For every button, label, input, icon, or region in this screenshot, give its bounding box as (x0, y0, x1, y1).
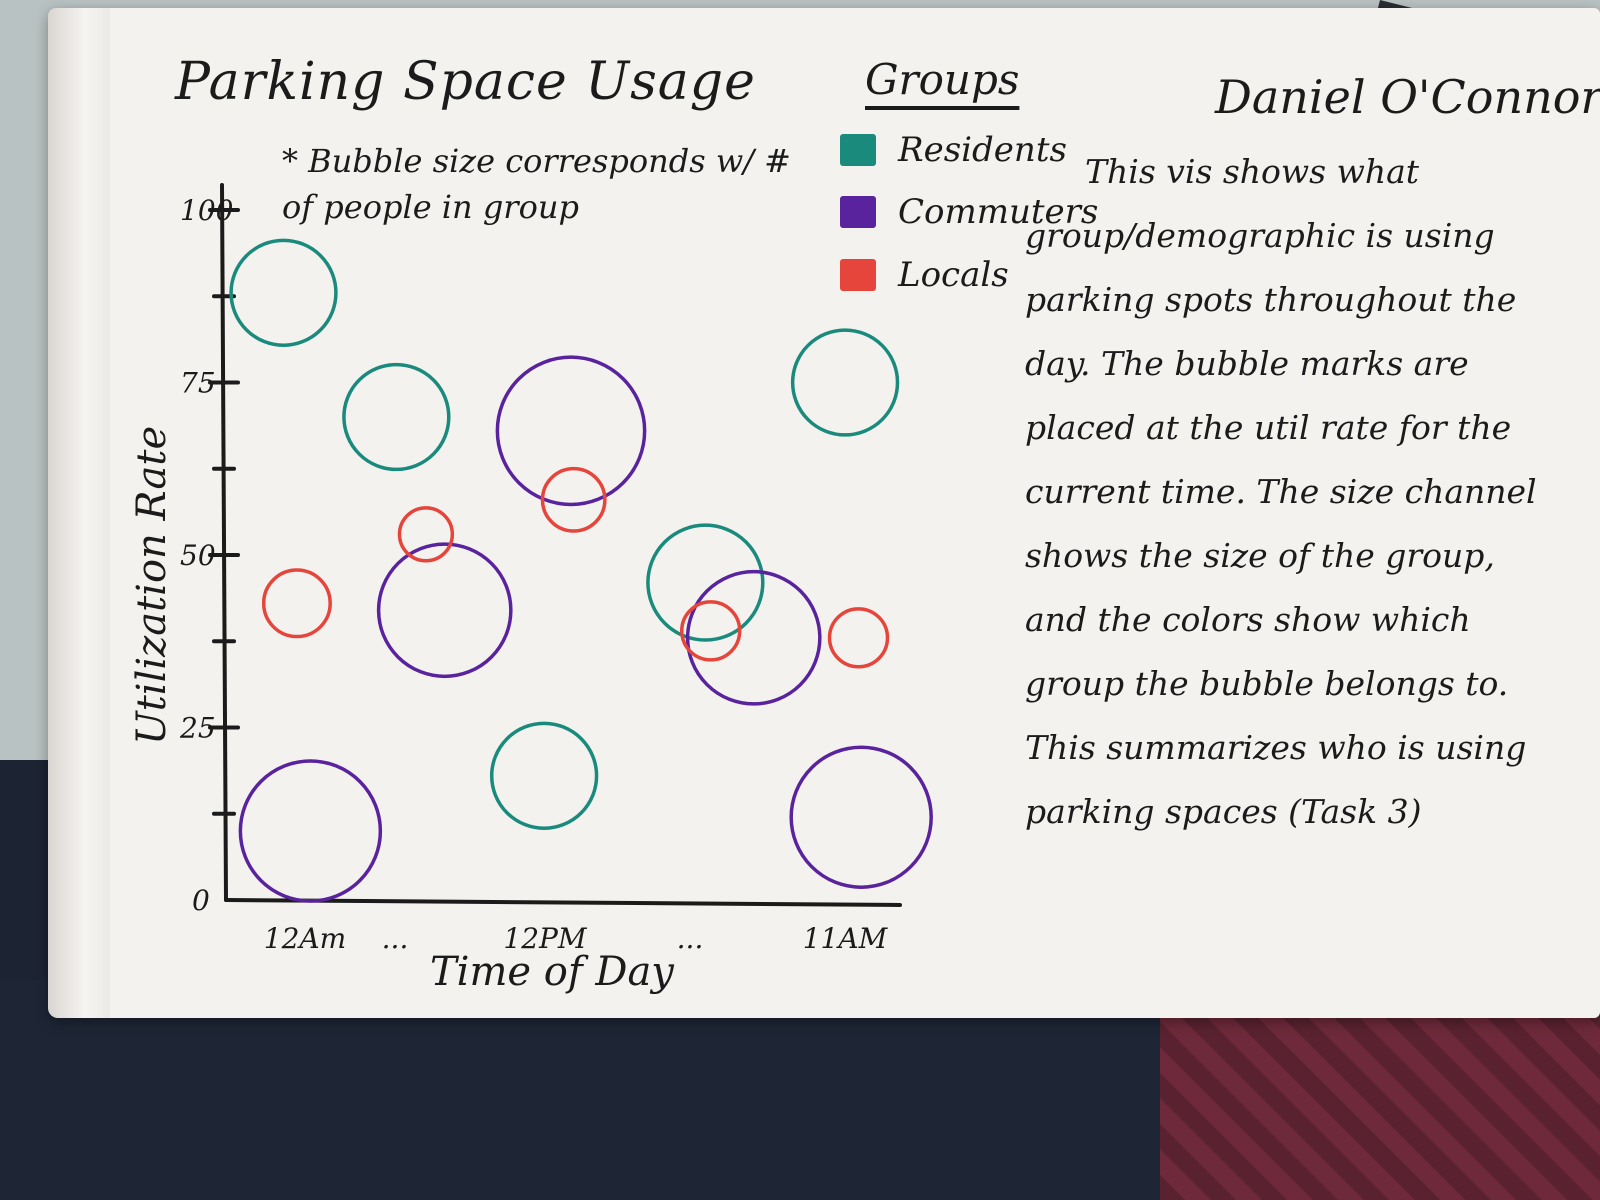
bubble-commuters (495, 355, 647, 507)
x-tick-label: 12Am (264, 922, 346, 955)
bubble-commuters (376, 542, 513, 679)
y-axis-line (220, 183, 228, 902)
sketch-paper (48, 8, 1600, 1018)
bubble-residents (342, 362, 451, 472)
y-tick-label: 25 (179, 712, 216, 745)
x-axis-title: Time of Day (430, 949, 675, 995)
y-tick-label: 75 (180, 367, 216, 400)
x-tick-label: ... (677, 922, 704, 955)
bubble-commuters (789, 745, 933, 889)
x-ticks: 12Am... 12PM... 11AM (264, 922, 889, 955)
bubble-locals (827, 607, 890, 669)
legend-label-commuters: Commuters (898, 192, 1099, 232)
legend-swatch-residents (840, 134, 876, 166)
x-tick-label: ... (382, 922, 409, 955)
sketchbook-spine (48, 8, 110, 1018)
y-ticks: 0 25 50 75 100 (179, 194, 240, 917)
bubble-commuters (238, 759, 383, 903)
y-axis-title: Utilization Rate (129, 426, 175, 745)
bubble-residents (489, 721, 599, 830)
y-tick-label: 100 (180, 194, 233, 227)
bubble-locals (540, 466, 607, 533)
chart-title: Parking Space Usage (175, 52, 756, 112)
legend-label-residents: Residents (898, 130, 1067, 170)
y-tick-label: 50 (180, 539, 216, 572)
seat-background (1160, 990, 1600, 1200)
bubble-residents (646, 523, 765, 642)
author-name: Daniel O'Connor (1215, 70, 1600, 124)
y-tick-label: 0 (192, 884, 210, 917)
legend-swatch-commuters (840, 196, 876, 228)
bubbles-layer (229, 238, 933, 903)
bubble-locals (397, 506, 455, 563)
bubble-residents (229, 238, 338, 347)
chart-axes (220, 183, 902, 907)
bubble-locals (679, 600, 742, 662)
bubble-locals (261, 568, 332, 639)
legend-swatch-locals (840, 259, 876, 291)
bubble-residents (790, 328, 900, 437)
bubble-commuters (685, 569, 822, 706)
description-body: This vis shows what group/demographic is… (1025, 152, 1537, 831)
legend-label-locals: Locals (898, 255, 1009, 295)
bubble-size-note: * Bubble size corresponds w/ # of people… (282, 142, 791, 226)
description-text: This vis shows what group/demographic is… (1025, 140, 1555, 844)
x-tick-label: 11AM (803, 922, 889, 955)
legend-title: Groups (865, 55, 1020, 104)
x-tick-label: 12PM (503, 922, 587, 955)
